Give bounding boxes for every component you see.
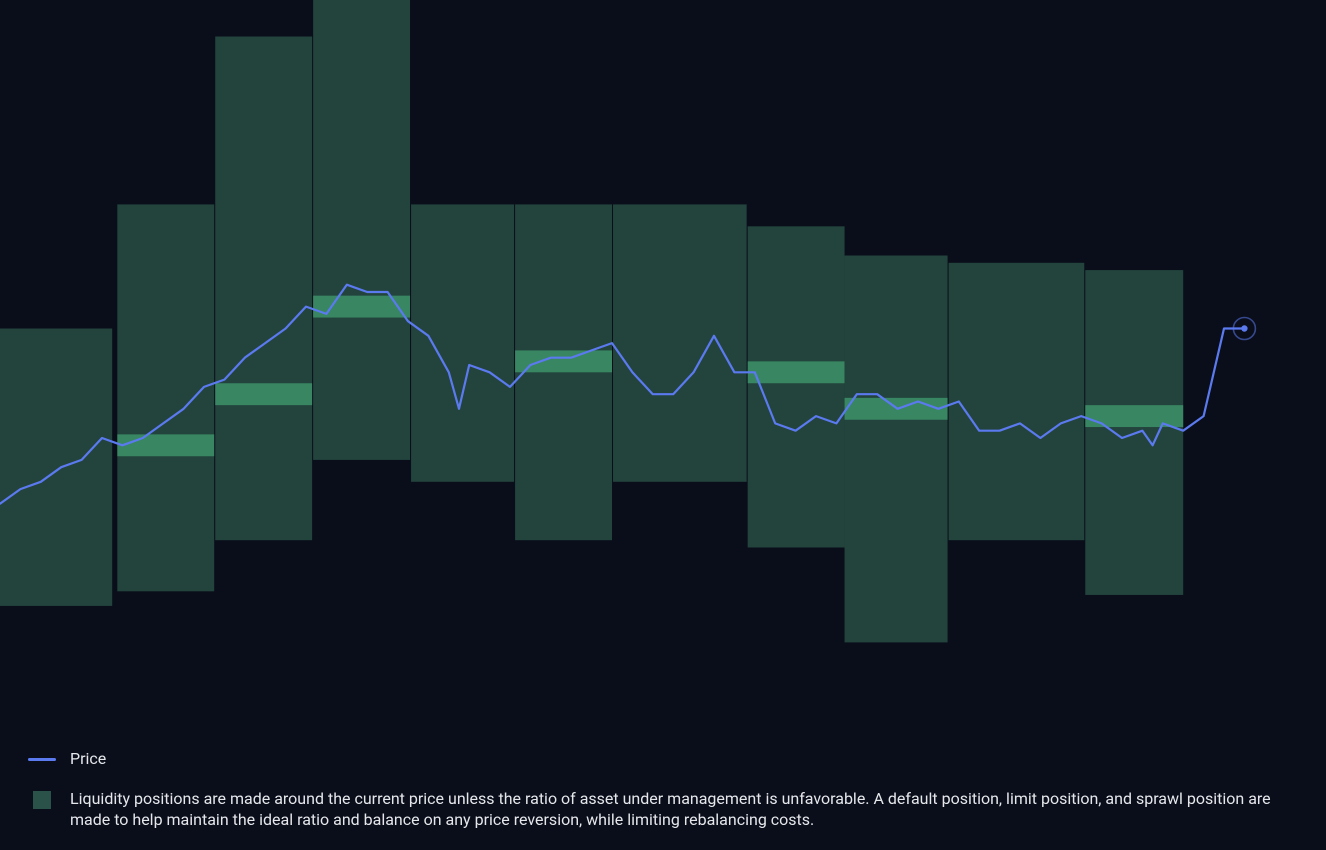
price-endpoint-dot [1241, 325, 1247, 331]
liquidity-accent-box [748, 361, 845, 383]
legend: Price Liquidity positions are made aroun… [0, 730, 1326, 831]
liquidity-accent-box [215, 383, 312, 405]
liquidity-accent-box [515, 350, 612, 372]
liquidity-box [411, 204, 514, 481]
liquidity-box [748, 226, 845, 547]
legend-label-price: Price [70, 748, 106, 770]
chart-container [0, 0, 1326, 730]
liquidity-accent-box [117, 434, 214, 456]
liquidity-box [215, 37, 312, 541]
legend-label-liquidity: Liquidity positions are made around the … [70, 788, 1298, 831]
liquidity-box [117, 204, 214, 591]
liquidity-boxes-group [0, 0, 1183, 642]
legend-row-liquidity: Liquidity positions are made around the … [28, 788, 1298, 831]
liquidity-chart [0, 0, 1326, 730]
liquidity-box-swatch [33, 791, 51, 809]
legend-row-price: Price [28, 748, 1298, 770]
price-line-swatch [28, 758, 56, 761]
liquidity-box [313, 0, 410, 460]
liquidity-accent-box [313, 296, 410, 318]
liquidity-box [845, 256, 948, 643]
liquidity-box [613, 204, 747, 481]
liquidity-box [0, 329, 112, 606]
liquidity-box [949, 263, 1085, 540]
